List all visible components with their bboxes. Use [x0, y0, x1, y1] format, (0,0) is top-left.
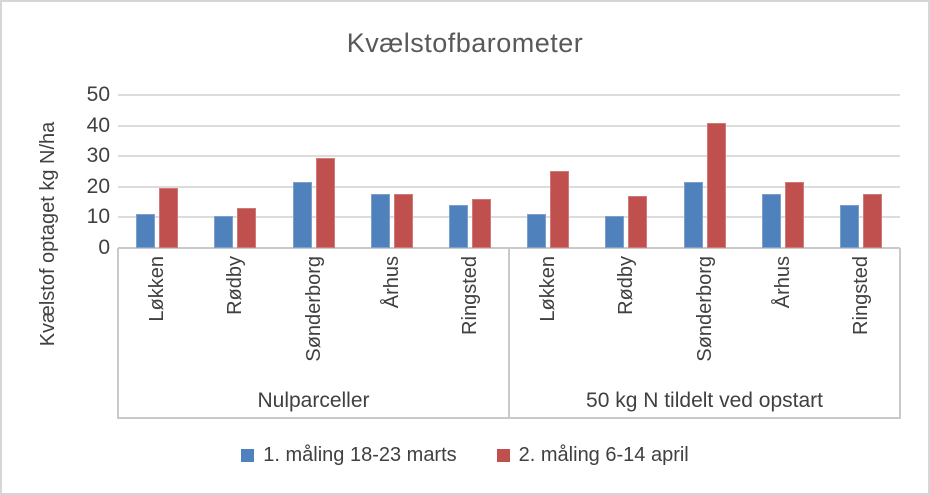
legend-item: 2. måling 6-14 april [496, 443, 689, 467]
group-label: Nulparceller [257, 389, 370, 412]
bar-series1 [840, 205, 859, 248]
chart-title: Kvælstofbarometer [346, 28, 584, 58]
bar-series2 [863, 194, 882, 248]
y-tick-label: 40 [86, 113, 110, 137]
bar-series2 [394, 194, 413, 248]
bar-series2 [707, 123, 726, 248]
category-axis-divider [117, 248, 119, 418]
y-tick-label: 20 [86, 174, 110, 198]
legend: 1. måling 18-23 marts 2. måling 6-14 apri… [0, 442, 930, 468]
bar-series2 [237, 208, 256, 248]
bar-series1 [136, 214, 155, 248]
bar-series1 [293, 182, 312, 248]
gridline [118, 94, 900, 96]
y-tick-label: 50 [86, 83, 110, 106]
bar-series1 [684, 182, 703, 248]
y-tick-label: 10 [86, 205, 110, 229]
bar-series1 [527, 214, 546, 248]
legend-label: 1. måling 18-23 marts [263, 443, 457, 466]
bar-series1 [449, 205, 468, 248]
bar-series2 [785, 182, 804, 248]
gridline [118, 155, 900, 158]
legend-label: 2. måling 6-14 april [518, 443, 689, 466]
bar-series2 [550, 171, 569, 248]
y-tick-label: 0 [98, 236, 110, 259]
bar-series2 [472, 199, 491, 248]
category-axis-bottom-border [117, 417, 901, 419]
legend-swatch-series2 [496, 448, 510, 462]
bar-series2 [159, 188, 178, 248]
bar-series1 [605, 216, 624, 248]
gridline [118, 124, 900, 127]
bar-series1 [371, 194, 390, 248]
gridline [118, 185, 900, 188]
gridline [118, 216, 900, 219]
y-tick-label: 30 [86, 144, 110, 168]
category-axis-divider [508, 248, 510, 418]
bar-series1 [214, 216, 233, 248]
group-label: 50 kg N tildelt ved opstart [586, 389, 823, 412]
bar-series1 [762, 194, 781, 248]
legend-swatch-series1 [241, 448, 255, 462]
category-axis-divider [899, 248, 901, 418]
legend-item: 1. måling 18-23 marts [241, 443, 457, 467]
bar-series2 [316, 158, 335, 248]
bar-series2 [628, 196, 647, 248]
